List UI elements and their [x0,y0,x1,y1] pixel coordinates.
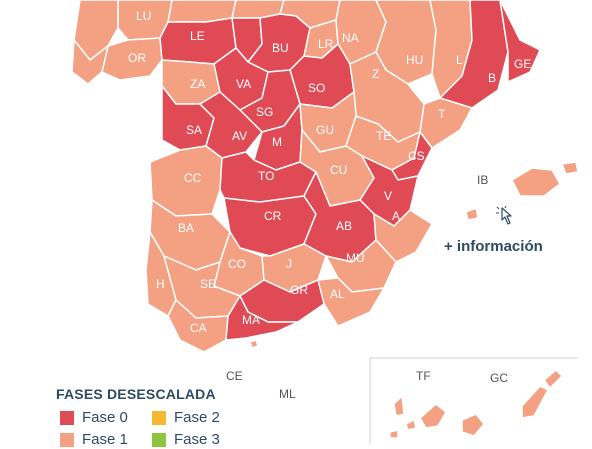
label-CA: CA [190,321,207,335]
pointer-hand-icon [496,206,512,225]
province-T[interactable] [419,97,473,149]
label-TF: TF [416,369,431,383]
province-CE[interactable] [249,339,259,349]
label-CR: CR [264,209,282,223]
label-NA: NA [342,31,359,45]
legend-label-fase0: Fase 0 [82,409,128,426]
label-ZA: ZA [190,77,205,91]
label-B: B [488,71,496,85]
legend-swatch-fase3 [152,432,166,447]
province-PO-area[interactable] [71,39,109,85]
label-TE: TE [376,129,391,143]
label-M: M [272,135,282,149]
label-SO: SO [308,81,325,95]
label-L: L [456,53,463,67]
legend-item-fase1: Fase 1 [60,431,128,448]
label-MU: MU [346,251,365,265]
label-SE: SE [200,277,216,291]
label-LE: LE [190,29,205,43]
province-TF-tenerife[interactable] [419,403,447,429]
label-VA: VA [236,77,251,91]
label-V: V [384,189,392,203]
province-OR[interactable] [101,37,163,81]
legend-swatch-fase1 [60,432,74,447]
label-OR: OR [128,51,146,65]
label-SG: SG [256,105,273,119]
label-MA: MA [242,313,260,327]
legend-item-fase0: Fase 0 [60,409,128,426]
label-AV: AV [232,129,247,143]
legend-swatch-fase2 [152,410,166,425]
label-HU: HU [406,53,423,67]
label-SA: SA [186,123,202,137]
label-IB: IB [477,173,488,187]
label-LU: LU [136,9,151,23]
label-BA: BA [178,221,194,235]
more-info-link[interactable]: + información [444,238,543,255]
province-AL[interactable] [317,277,385,327]
label-CS: CS [408,149,425,163]
label-AB: AB [336,219,352,233]
province-TF-hierro[interactable] [389,429,399,439]
label-GR: GR [290,283,308,297]
label-J: J [286,257,292,271]
label-GU: GU [316,123,334,137]
legend-label-fase3: Fase 3 [174,431,220,448]
label-CO: CO [228,257,246,271]
label-CE: CE [226,369,243,383]
province-GC-fuerteventura[interactable] [521,385,549,419]
province-TF-lapalma[interactable] [393,395,405,417]
label-LR: LR [318,37,334,51]
province-GC-lanzarote[interactable] [543,369,563,389]
label-ML: ML [279,387,296,401]
label-AL: AL [330,287,345,301]
label-A: A [392,209,400,223]
label-Z: Z [372,67,379,81]
legend-label-fase1: Fase 1 [82,431,128,448]
label-T: T [438,107,446,121]
label-GC: GC [490,371,508,385]
label-CC: CC [184,171,202,185]
province-IB-menorca[interactable] [561,161,579,175]
legend-swatch-fase0 [60,410,74,425]
legend-label-fase2: Fase 2 [174,409,220,426]
province-IB-mallorca[interactable] [511,167,561,197]
label-H: H [156,277,165,291]
label-BU: BU [272,41,289,55]
legend-item-fase2: Fase 2 [152,409,220,426]
label-GE: GE [514,57,531,71]
province-TF-gomera[interactable] [405,419,417,431]
legend-title: FASES DESESCALADA [56,386,216,402]
legend-item-fase3: Fase 3 [152,431,220,448]
province-MA[interactable] [225,295,299,341]
province-IB-ibiza[interactable] [465,207,479,221]
label-CU: CU [330,163,347,177]
province-GE[interactable] [499,0,541,83]
label-TO: TO [258,169,274,183]
province-GC-grancanaria[interactable] [461,413,485,437]
